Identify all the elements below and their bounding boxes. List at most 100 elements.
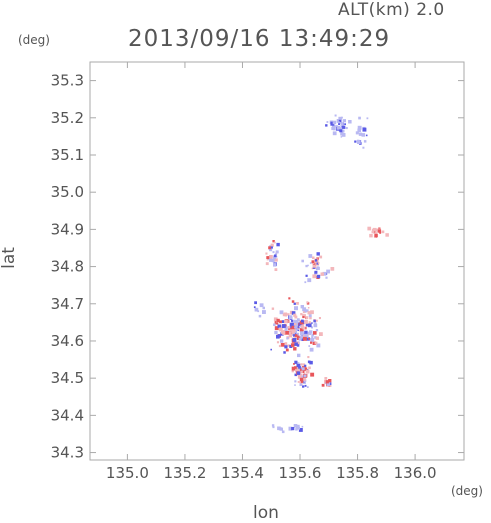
data-point bbox=[298, 428, 303, 432]
data-point bbox=[296, 424, 300, 429]
data-point bbox=[274, 258, 278, 262]
data-point bbox=[374, 233, 378, 238]
data-point bbox=[299, 368, 303, 372]
data-point bbox=[319, 332, 323, 336]
data-point bbox=[300, 325, 304, 329]
data-point bbox=[311, 336, 314, 339]
data-point bbox=[275, 250, 279, 254]
data-point bbox=[288, 315, 293, 319]
data-point bbox=[281, 330, 285, 334]
data-point bbox=[309, 347, 314, 352]
data-point bbox=[336, 119, 341, 123]
y-unit-label: (deg) bbox=[18, 33, 50, 47]
data-point bbox=[294, 360, 298, 364]
data-point bbox=[307, 311, 311, 315]
data-point bbox=[287, 313, 290, 316]
data-point bbox=[305, 274, 308, 277]
data-point bbox=[305, 369, 310, 374]
data-point bbox=[293, 347, 297, 351]
data-point bbox=[300, 313, 303, 316]
data-point bbox=[295, 327, 298, 331]
y-tick-label: 34.6 bbox=[51, 332, 84, 350]
data-point bbox=[296, 318, 300, 322]
data-point bbox=[282, 313, 286, 317]
plot-frame bbox=[89, 61, 465, 461]
data-point bbox=[270, 246, 273, 249]
data-point bbox=[278, 427, 282, 431]
data-point bbox=[294, 326, 297, 329]
data-point bbox=[311, 267, 314, 270]
data-point bbox=[332, 131, 337, 136]
data-point bbox=[313, 331, 317, 335]
data-point bbox=[294, 306, 298, 311]
data-point bbox=[340, 136, 343, 138]
data-point bbox=[306, 337, 310, 341]
data-point bbox=[288, 426, 293, 431]
data-point bbox=[358, 116, 361, 120]
data-point bbox=[285, 330, 290, 335]
data-point bbox=[325, 276, 328, 279]
x-axis-label: lon bbox=[253, 503, 279, 523]
data-point bbox=[274, 241, 276, 244]
data-point bbox=[289, 329, 293, 332]
data-point bbox=[312, 274, 317, 279]
data-point bbox=[294, 322, 297, 326]
data-point bbox=[262, 310, 266, 314]
data-point bbox=[325, 380, 329, 384]
data-point bbox=[308, 337, 311, 340]
data-point bbox=[345, 127, 348, 130]
x-tick-label: 135.8 bbox=[336, 464, 379, 482]
data-point bbox=[381, 230, 385, 234]
data-point bbox=[339, 127, 342, 130]
data-point bbox=[318, 317, 321, 320]
data-point bbox=[271, 258, 275, 263]
data-point bbox=[290, 343, 295, 347]
data-point bbox=[344, 123, 346, 126]
data-point bbox=[366, 117, 369, 120]
data-point bbox=[279, 310, 284, 315]
data-point bbox=[273, 263, 277, 267]
data-point bbox=[291, 328, 296, 333]
data-point bbox=[287, 344, 290, 347]
data-point bbox=[293, 302, 296, 305]
data-point bbox=[265, 262, 269, 266]
data-point bbox=[291, 370, 294, 373]
data-point bbox=[273, 323, 276, 326]
data-point bbox=[302, 334, 306, 337]
y-tick-label: 34.9 bbox=[51, 220, 84, 238]
data-point bbox=[294, 334, 298, 337]
data-point bbox=[300, 305, 304, 309]
data-point bbox=[294, 380, 297, 383]
data-point bbox=[316, 343, 321, 348]
data-point bbox=[305, 309, 309, 313]
data-point bbox=[276, 242, 280, 247]
data-point bbox=[339, 122, 342, 124]
data-point bbox=[314, 259, 318, 262]
data-points bbox=[253, 114, 389, 434]
data-point bbox=[309, 330, 313, 334]
data-point bbox=[276, 341, 279, 344]
data-point bbox=[377, 229, 382, 233]
data-point bbox=[287, 336, 289, 339]
data-point bbox=[342, 119, 346, 123]
x-tick-label: 135.2 bbox=[163, 464, 206, 482]
data-point bbox=[291, 319, 293, 322]
y-tick-label: 35.1 bbox=[51, 146, 84, 164]
data-point bbox=[300, 319, 304, 323]
data-point bbox=[294, 342, 298, 346]
data-point bbox=[271, 424, 275, 427]
data-point bbox=[362, 146, 365, 149]
data-point bbox=[287, 326, 291, 329]
data-point bbox=[337, 121, 340, 123]
data-point bbox=[314, 341, 318, 345]
y-tick-label: 35.3 bbox=[51, 72, 84, 90]
data-point bbox=[317, 262, 320, 264]
data-point bbox=[291, 300, 295, 303]
data-point bbox=[315, 336, 319, 340]
data-point bbox=[288, 332, 292, 335]
data-point bbox=[297, 353, 301, 358]
data-point bbox=[269, 255, 273, 259]
data-point bbox=[367, 226, 372, 231]
data-point bbox=[298, 325, 301, 328]
data-point bbox=[341, 129, 345, 133]
